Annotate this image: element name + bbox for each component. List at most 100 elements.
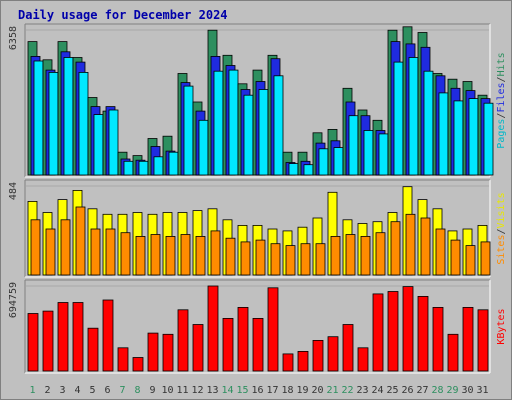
- x-tick-label-day-17: 17: [266, 385, 278, 396]
- bar-sites-day-11: [180, 234, 191, 276]
- bar-kbytes-day-13: [207, 285, 219, 372]
- bar-kbytes-day-6: [102, 299, 114, 372]
- bar-kbytes-day-15: [237, 306, 249, 372]
- bar-kbytes-day-11: [177, 309, 189, 372]
- bar-kbytes-day-28: [432, 306, 444, 372]
- x-tick-label-day-24: 24: [371, 385, 383, 396]
- chart-title: Daily usage for December 2024: [18, 8, 228, 22]
- bar-sites-day-4: [75, 206, 86, 276]
- bar-kbytes-day-27: [417, 295, 429, 372]
- bar-sites-day-1: [30, 219, 41, 276]
- bar-sites-day-20: [315, 243, 326, 276]
- bar-pages-day-5: [93, 114, 104, 176]
- right-axis-label: Sites/Visits: [496, 192, 507, 264]
- x-tick-label-day-1: 1: [29, 385, 35, 396]
- bar-sites-day-15: [240, 241, 251, 276]
- bar-sites-day-25: [390, 221, 401, 276]
- x-tick-label-day-13: 13: [206, 385, 218, 396]
- bar-kbytes-day-3: [57, 302, 69, 372]
- x-tick-label-day-26: 26: [401, 385, 413, 396]
- bar-pages-day-18: [288, 163, 299, 176]
- bar-pages-day-7: [123, 160, 134, 176]
- bar-kbytes-day-30: [462, 306, 474, 372]
- bar-pages-day-1: [33, 60, 44, 176]
- x-tick-label-day-4: 4: [74, 385, 80, 396]
- y-max-label: 6358: [8, 26, 19, 50]
- axis-label-pages: Pages: [496, 119, 507, 149]
- bar-pages-day-15: [243, 94, 254, 176]
- bar-kbytes-day-9: [147, 332, 159, 372]
- x-tick-label-day-16: 16: [251, 385, 263, 396]
- bar-pages-day-28: [438, 92, 449, 176]
- bar-sites-day-26: [405, 213, 416, 276]
- x-tick-label-day-14: 14: [221, 385, 233, 396]
- bar-kbytes-day-2: [42, 310, 54, 372]
- axis-label-separator: /: [496, 113, 507, 119]
- bar-sites-day-29: [450, 239, 461, 276]
- y-max-label: 694759: [8, 282, 19, 318]
- bar-pages-day-17: [273, 75, 284, 176]
- x-tick-label-day-31: 31: [476, 385, 488, 396]
- bar-pages-day-12: [198, 119, 209, 176]
- bar-pages-day-14: [228, 69, 239, 176]
- bar-kbytes-day-25: [387, 291, 399, 372]
- bar-pages-day-22: [348, 115, 359, 176]
- bar-sites-day-17: [270, 243, 281, 276]
- bar-kbytes-day-17: [267, 287, 279, 372]
- x-tick-label-day-5: 5: [89, 385, 95, 396]
- bar-pages-day-25: [393, 61, 404, 176]
- bar-sites-day-30: [465, 245, 476, 276]
- bar-kbytes-day-7: [117, 347, 129, 372]
- panel-kbytes: 694759 KBytes: [8, 279, 507, 374]
- bar-sites-day-6: [105, 228, 116, 276]
- x-tick-label-day-18: 18: [281, 385, 293, 396]
- bar-sites-day-28: [435, 228, 446, 276]
- axis-label-sites: Sites: [496, 235, 507, 265]
- x-tick-label-day-22: 22: [341, 385, 353, 396]
- bar-sites-day-12: [195, 235, 206, 276]
- bar-kbytes-day-12: [192, 324, 204, 372]
- bar-pages-day-29: [453, 100, 464, 176]
- x-tick-label-day-3: 3: [59, 385, 65, 396]
- bar-kbytes-day-23: [357, 347, 369, 372]
- right-axis-label: KBytes: [496, 308, 507, 344]
- bar-kbytes-day-10: [162, 333, 174, 372]
- x-tick-label-day-21: 21: [326, 385, 338, 396]
- bar-pages-day-23: [363, 130, 374, 176]
- x-tick-label-day-2: 2: [44, 385, 50, 396]
- x-tick-label-day-27: 27: [416, 385, 428, 396]
- bar-kbytes-day-8: [132, 357, 144, 372]
- x-tick-label-day-12: 12: [191, 385, 203, 396]
- bar-pages-day-30: [468, 98, 479, 176]
- bar-kbytes-day-24: [372, 293, 384, 372]
- bar-kbytes-day-16: [252, 317, 264, 372]
- panel-hits-files-pages: 6358 Pages/Files/Hits: [8, 23, 507, 178]
- axis-label-files: Files: [496, 82, 507, 112]
- x-tick-label-day-29: 29: [446, 385, 458, 396]
- bar-kbytes-day-4: [72, 302, 84, 372]
- bar-pages-day-24: [378, 133, 389, 176]
- bar-pages-day-8: [138, 160, 149, 176]
- bar-kbytes-day-26: [402, 286, 414, 372]
- bar-kbytes-day-21: [327, 336, 339, 372]
- bar-sites-day-19: [300, 243, 311, 276]
- bar-kbytes-day-18: [282, 353, 294, 372]
- bar-kbytes-day-1: [27, 313, 39, 372]
- right-axis-label: Pages/Files/Hits: [496, 52, 507, 148]
- axis-label-visits: Visits: [496, 192, 507, 228]
- x-tick-label-day-8: 8: [134, 385, 140, 396]
- x-tick-label-day-20: 20: [311, 385, 323, 396]
- bar-pages-day-19: [303, 164, 314, 176]
- panel-visits-sites: 484 Sites/Visits: [8, 179, 507, 278]
- bar-sites-day-22: [345, 234, 356, 276]
- x-tick-label-day-28: 28: [431, 385, 443, 396]
- bar-kbytes-day-5: [87, 327, 99, 372]
- bar-pages-day-13: [213, 70, 224, 176]
- bar-pages-day-27: [423, 70, 434, 176]
- bar-sites-day-31: [480, 241, 491, 276]
- bar-pages-day-6: [108, 109, 119, 176]
- bar-kbytes-day-31: [477, 309, 489, 372]
- bar-sites-day-27: [420, 217, 431, 276]
- bar-sites-day-3: [60, 219, 71, 276]
